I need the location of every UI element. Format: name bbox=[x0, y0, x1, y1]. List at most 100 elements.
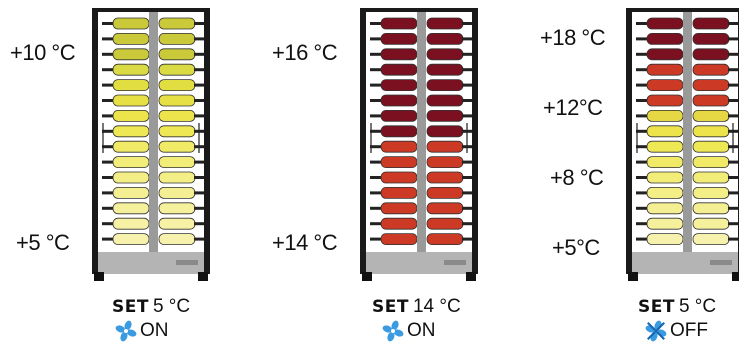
bottle-neck bbox=[370, 83, 382, 87]
wine-bottle bbox=[112, 140, 150, 153]
bottle-neck bbox=[102, 176, 114, 179]
wine-bottle bbox=[380, 202, 418, 215]
wine-bottle bbox=[426, 110, 464, 122]
wine-bottle bbox=[426, 140, 464, 153]
fan-hub bbox=[390, 328, 396, 334]
wine-bottle bbox=[112, 186, 150, 199]
bottle-neck bbox=[636, 145, 648, 149]
wine-bottle bbox=[158, 156, 196, 169]
bottle-neck bbox=[194, 237, 204, 241]
bottle-neck bbox=[102, 237, 114, 241]
bottle-neck bbox=[370, 114, 382, 118]
fan-icon bbox=[115, 320, 137, 342]
bottle-neck bbox=[462, 237, 472, 241]
wine-bottle bbox=[112, 17, 150, 30]
fan-off-slash bbox=[647, 322, 665, 340]
bottle-neck bbox=[102, 206, 114, 210]
wine-bottle bbox=[426, 94, 464, 107]
door-handle bbox=[370, 123, 372, 153]
bottle-neck bbox=[462, 222, 472, 226]
wine-bottle bbox=[692, 94, 730, 107]
cabinet-foot bbox=[628, 272, 638, 281]
bottle-neck bbox=[102, 83, 114, 87]
wine-bottle bbox=[646, 233, 684, 246]
temp-label-4: +5°C bbox=[552, 235, 600, 260]
wine-bottle bbox=[692, 171, 730, 184]
door-handle bbox=[198, 123, 200, 153]
bottle-neck bbox=[194, 191, 204, 195]
bottle-neck bbox=[728, 160, 738, 164]
fan-status: OFF bbox=[645, 320, 708, 342]
bottle-neck bbox=[636, 68, 648, 72]
bottle-neck bbox=[462, 160, 472, 164]
fan-blade bbox=[120, 331, 128, 342]
wine-bottle bbox=[112, 233, 150, 246]
bottle-neck bbox=[102, 22, 114, 25]
bottle-neck bbox=[102, 129, 114, 133]
bottle-neck bbox=[728, 129, 738, 133]
wine-bottle bbox=[112, 110, 150, 122]
wine-bottle bbox=[380, 217, 418, 230]
center-divider bbox=[683, 12, 692, 252]
bottle-neck bbox=[462, 52, 472, 56]
bottle-neck bbox=[728, 237, 738, 241]
wine-bottle bbox=[426, 171, 464, 184]
bottle-neck bbox=[194, 176, 204, 179]
bottle-neck bbox=[462, 37, 472, 41]
cabinet-foot bbox=[466, 272, 476, 281]
bottle-neck bbox=[728, 22, 738, 25]
bottle-neck bbox=[370, 145, 382, 149]
bottle-neck bbox=[728, 99, 738, 102]
fan-icon bbox=[382, 320, 404, 342]
set-value: 14 °C bbox=[412, 296, 461, 317]
fan-status: ON bbox=[115, 320, 169, 342]
bottle-neck bbox=[462, 129, 472, 133]
wine-bottle bbox=[380, 171, 418, 184]
wine-bottle bbox=[646, 79, 684, 91]
bottle-neck bbox=[636, 191, 648, 195]
wine-bottle bbox=[112, 156, 150, 169]
wine-bottle bbox=[380, 125, 418, 138]
bottle-neck bbox=[636, 83, 648, 87]
wine-bottle bbox=[112, 94, 150, 107]
base-vent bbox=[710, 260, 732, 265]
base-vent bbox=[444, 260, 466, 265]
wine-bottle bbox=[646, 156, 684, 169]
wine-bottle bbox=[646, 63, 684, 76]
wine-bottle bbox=[380, 110, 418, 122]
bottle-neck bbox=[370, 68, 382, 72]
wine-bottle bbox=[158, 94, 196, 107]
wine-bottle bbox=[112, 202, 150, 215]
door-handle bbox=[466, 123, 468, 153]
fan-blade bbox=[393, 329, 404, 337]
wine-bottle bbox=[692, 140, 730, 153]
wine-bottle bbox=[158, 125, 196, 138]
wine-bottle bbox=[426, 186, 464, 199]
cabinet-drawing bbox=[360, 8, 478, 281]
wine-bottle bbox=[158, 186, 196, 199]
bottle-neck bbox=[194, 68, 204, 72]
bottle-neck bbox=[194, 160, 204, 164]
fan-blade bbox=[115, 325, 126, 333]
bottle-neck bbox=[462, 83, 472, 87]
wine-bottle bbox=[426, 217, 464, 230]
wine-bottle bbox=[646, 125, 684, 138]
fan-status-text: ON bbox=[140, 320, 169, 341]
temp-label-bottom: +5 °C bbox=[16, 230, 70, 255]
set-value: 5 °C bbox=[678, 296, 717, 317]
bottle-neck bbox=[636, 114, 648, 118]
bottle-neck bbox=[194, 222, 204, 226]
fan-off-icon bbox=[645, 320, 667, 342]
bottle-neck bbox=[728, 68, 738, 72]
bottle-neck bbox=[370, 99, 382, 102]
bottle-neck bbox=[370, 129, 382, 133]
wine-bottle bbox=[646, 140, 684, 153]
wine-bottle bbox=[112, 79, 150, 91]
bottle-neck bbox=[636, 206, 648, 210]
door-handle bbox=[102, 123, 104, 153]
bottle-neck bbox=[636, 176, 648, 179]
bottle-neck bbox=[462, 68, 472, 72]
bottle-neck bbox=[728, 37, 738, 41]
temp-label-top: +16 °C bbox=[272, 40, 338, 65]
wine-bottle bbox=[426, 79, 464, 91]
